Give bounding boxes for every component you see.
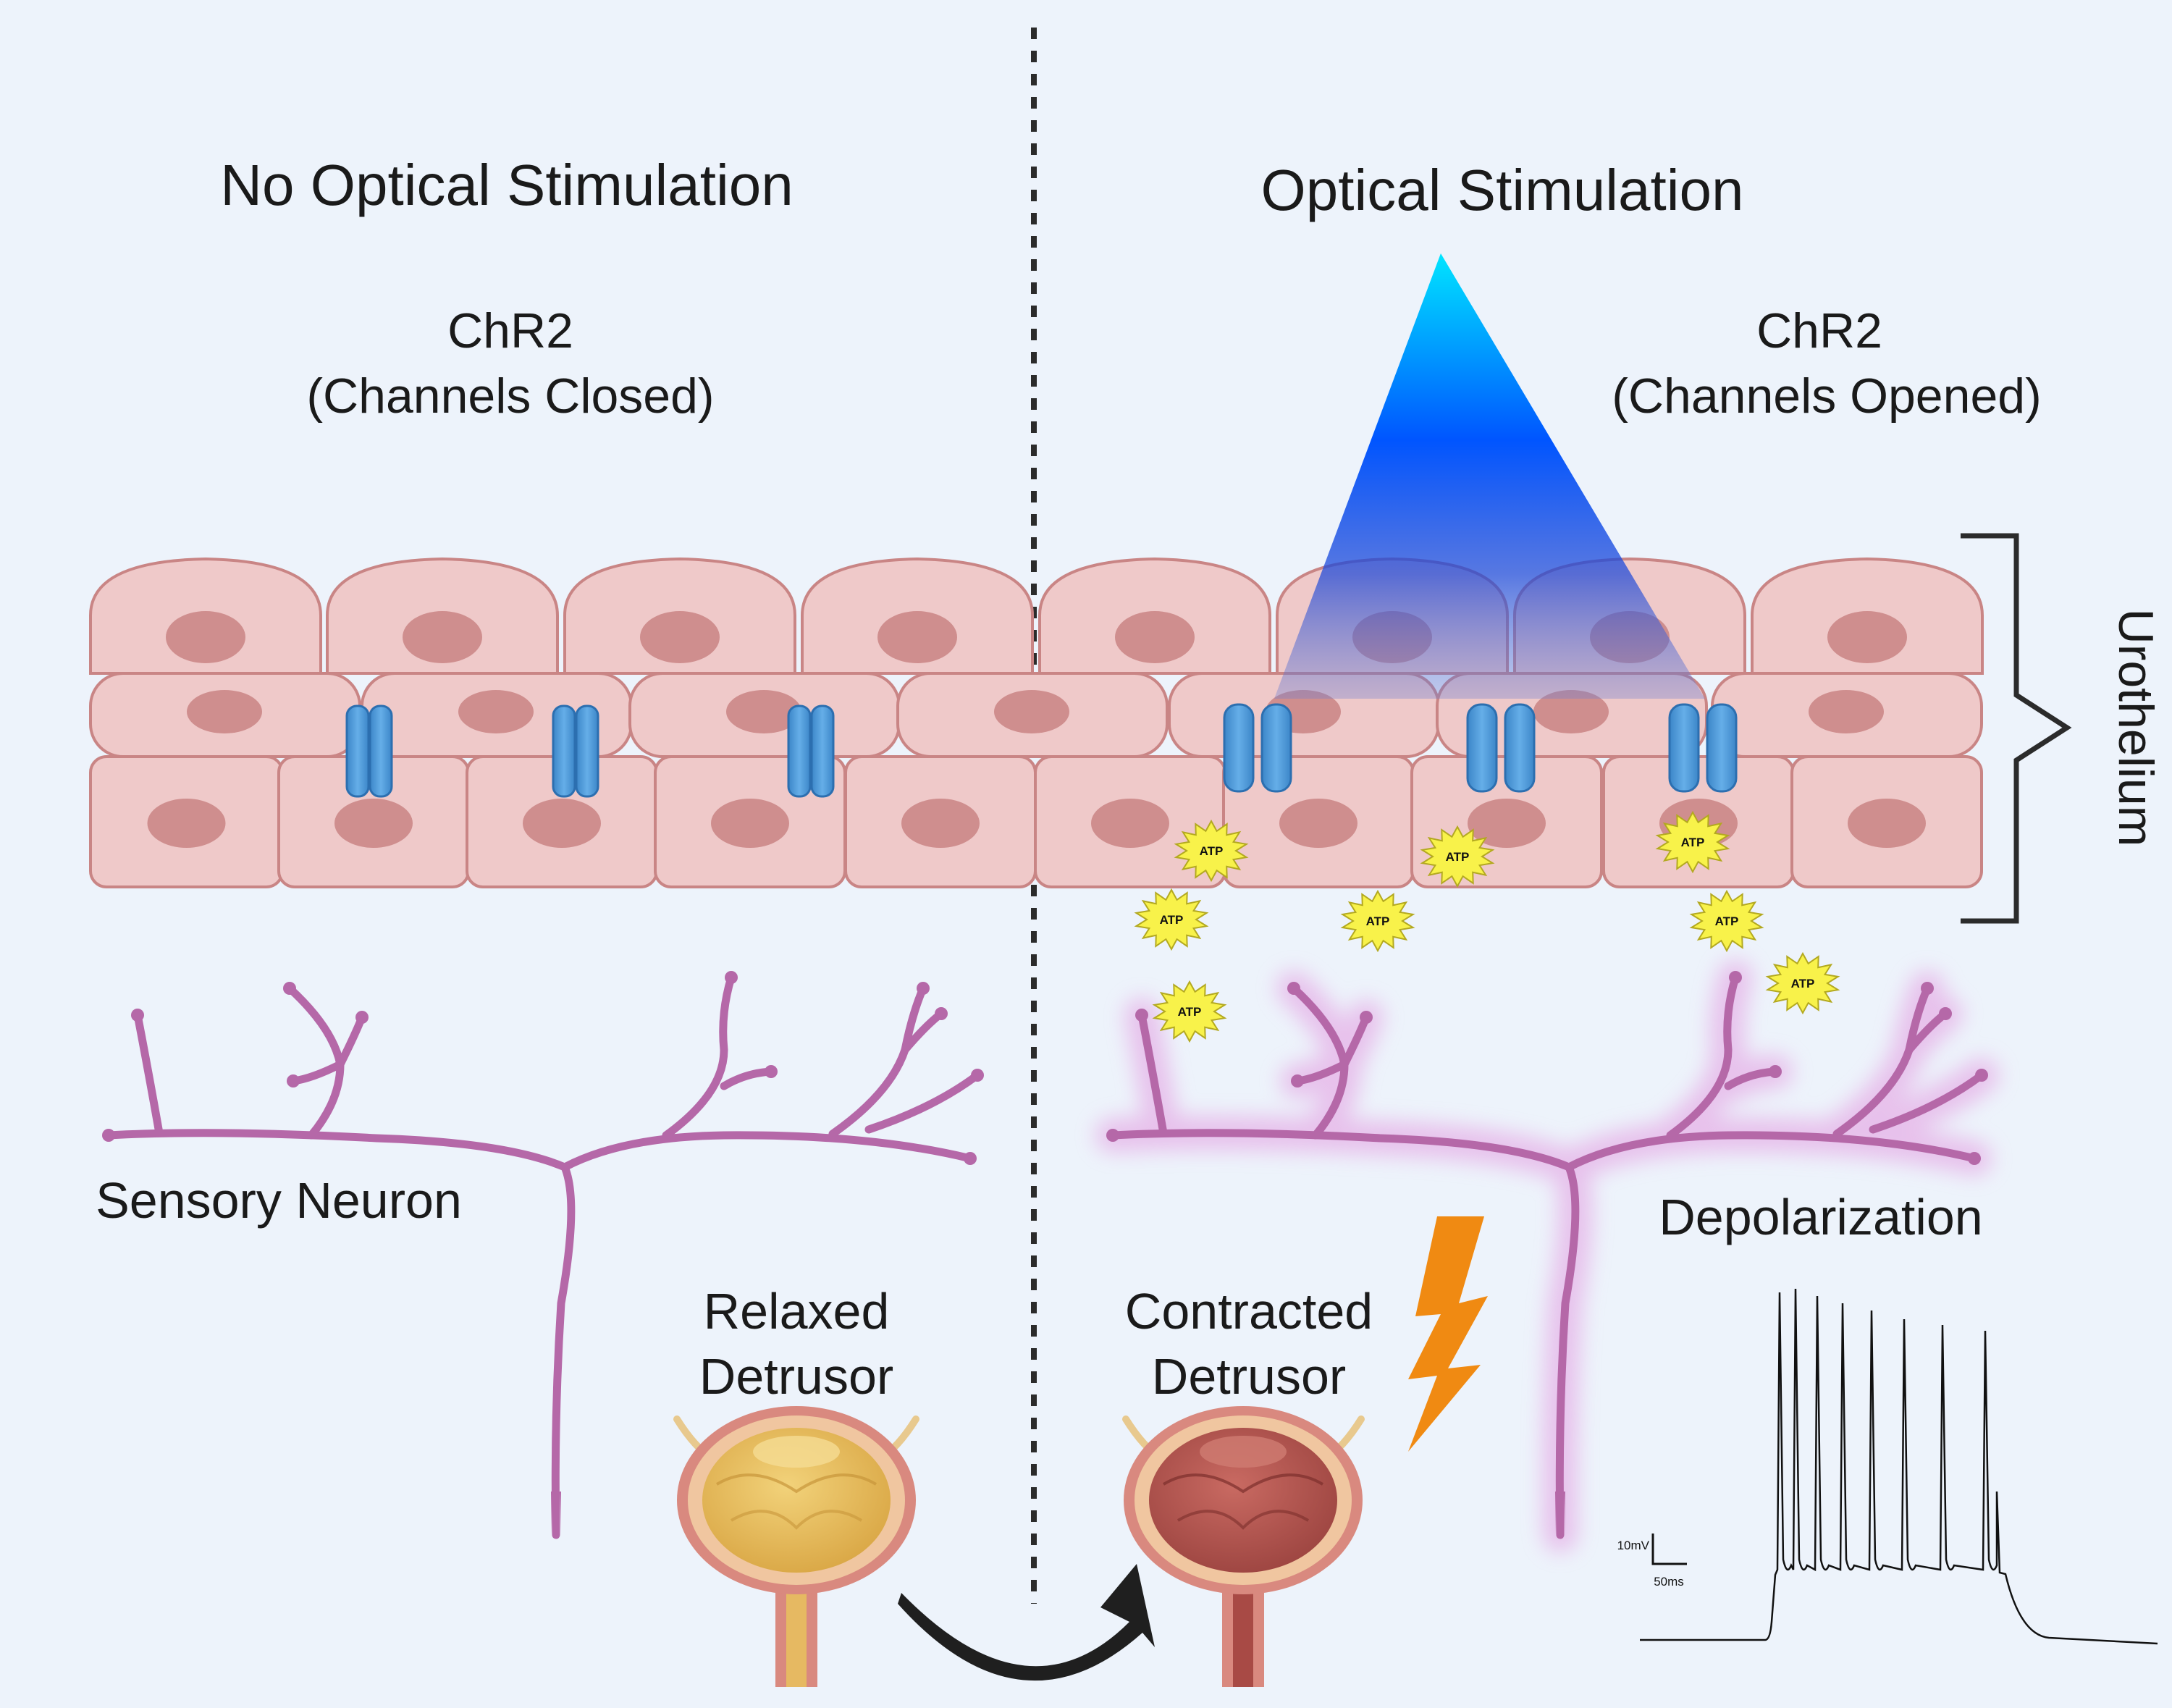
left-chr2-state: (Channels Closed) [306,369,714,424]
atp-label: ATP [1715,914,1739,928]
right-chr2-state: (Channels Opened) [1612,369,2041,424]
closed-channel [345,704,393,798]
contracted-bladder [1122,1406,1365,1687]
umbrella-cell [89,557,322,675]
atp-burst: ATP [1765,951,1840,1015]
open-channel [1466,703,1536,793]
atp-label: ATP [1791,977,1815,990]
basal-cell [844,755,1037,888]
transition-arrow [898,1564,1155,1681]
relaxed-detrusor-line2: Detrusor [699,1348,893,1405]
action-potential-trace [1640,1288,2158,1645]
atp-burst: ATP [1174,819,1249,883]
atp-label: ATP [1178,1005,1202,1019]
scale-bar [1651,1534,1687,1565]
basal-cell [1790,755,1983,888]
atp-burst: ATP [1134,888,1209,951]
atp-burst: ATP [1152,980,1227,1043]
sensory-neuron-label: Sensory Neuron [96,1172,462,1229]
left-panel-title: No Optical Stimulation [220,153,793,217]
atp-label: ATP [1366,914,1390,928]
umbrella-cell [801,557,1034,675]
atp-label: ATP [1160,913,1184,927]
relaxed-bladder [673,1406,919,1687]
depolarization-label: Depolarization [1659,1189,1982,1245]
atp-burst: ATP [1420,825,1495,888]
relaxed-detrusor-line1: Relaxed [704,1283,890,1339]
right-panel-title: Optical Stimulation [1261,158,1744,222]
blue-light-beam [1274,253,1705,699]
lightning-bolt-icon [1408,1216,1488,1452]
chr2-channels [345,703,1738,798]
closed-channel [552,704,599,798]
basal-cell [89,755,284,888]
basal-cell [277,755,470,888]
atp-burst: ATP [1689,889,1764,953]
umbrella-cell [563,557,796,675]
umbrella-cell [1751,557,1984,675]
atp-label: ATP [1446,850,1470,864]
depolarization-trace: 10mV 50ms [1617,1288,2158,1645]
intermediate-cell [896,672,1169,758]
sensory-neuron-left [102,971,984,1539]
atp-label: ATP [1681,836,1705,849]
open-channel [1223,703,1292,793]
umbrella-cell [1038,557,1271,675]
umbrella-cell [326,557,559,675]
closed-channel [787,704,835,798]
contracted-detrusor-line1: Contracted [1125,1283,1373,1339]
intermediate-cell [628,672,901,758]
scale-time-label: 50ms [1654,1575,1684,1589]
right-chr2-title: ChR2 [1756,303,1882,358]
intermediate-cell [1711,672,1983,758]
left-chr2-title: ChR2 [447,303,573,358]
atp-burst: ATP [1655,810,1730,874]
urothelium-label: Urothelium [2108,609,2163,847]
intermediate-cell [89,672,361,758]
atp-burst: ATP [1340,889,1415,953]
atp-label: ATP [1200,844,1224,858]
open-channel [1668,703,1738,793]
sensory-neuron-right [1106,971,1988,1539]
urothelium-bracket [1961,533,2072,924]
scale-voltage-label: 10mV [1617,1539,1650,1552]
contracted-detrusor-line2: Detrusor [1152,1348,1346,1405]
atp-release: ATP ATP ATP ATP ATP ATP ATP ATP [1134,810,1840,1043]
